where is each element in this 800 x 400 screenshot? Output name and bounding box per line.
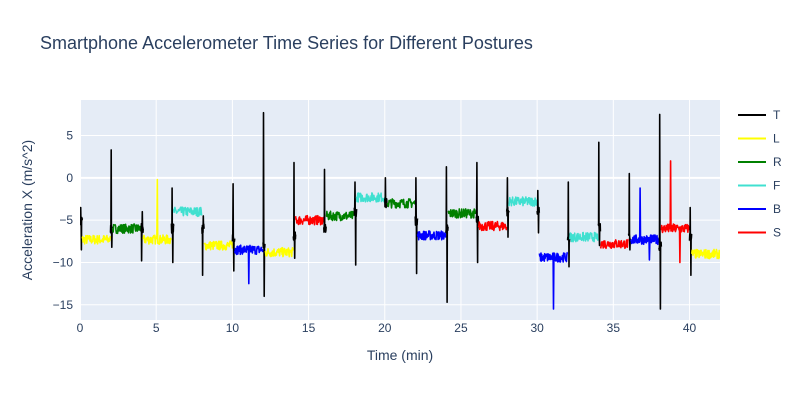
series-line-T [201,215,205,277]
x-tick-label: 10 [226,321,240,335]
legend-label: L [773,132,780,146]
series-line-T [597,141,602,247]
series-line-S [599,238,630,250]
x-tick-label: 40 [683,321,697,335]
series-line-L [691,248,720,260]
series-line-T [140,210,144,262]
series-line-R [325,210,356,222]
series-line-B [233,244,264,285]
series-line-L [203,240,234,251]
x-tick-label: 5 [153,321,160,335]
series-line-F [508,196,538,207]
legend-item-S[interactable]: S [738,226,781,240]
series-line-T [323,168,327,233]
series-line-T [688,206,693,277]
series-line-T [353,181,358,266]
y-tick-label: −5 [59,213,73,227]
x-tick-label: 15 [302,321,316,335]
series-line-S [660,160,691,264]
series-line-T [80,206,84,251]
y-tick-label: 0 [66,171,73,185]
series-line-T [475,161,480,264]
series-line-T [566,181,571,268]
series-line-T [170,187,175,264]
series-line-T [658,113,663,310]
series-line-R [112,223,142,235]
legend-item-L[interactable]: L [738,132,780,146]
series-line-F [569,231,599,243]
y-tick-label: −10 [53,255,74,269]
x-axis-ticks: 0 5 10 15 20 25 30 35 40 [77,321,697,335]
series-line-T [505,177,510,238]
x-tick-label: 35 [607,321,621,335]
legend-label: T [773,108,781,122]
series-line-T [292,161,297,260]
x-tick-label: 20 [378,321,392,335]
legend-label: S [773,226,781,240]
series-line-F [172,206,203,218]
y-tick-label: 5 [66,129,73,143]
series-line-B [416,230,447,241]
legend-item-B[interactable]: B [738,202,781,216]
legend-label: B [773,202,781,216]
series-line-T [414,177,419,275]
series-line-T [445,166,449,304]
series-line-T [262,111,266,298]
legend-item-T[interactable]: T [738,108,781,122]
y-axis-title: Acceleration X (m/s^2) [19,140,35,280]
x-axis-title: Time (min) [367,347,433,363]
plot-area [80,111,720,310]
series-line-B [538,251,569,310]
legend-label: R [773,155,782,169]
x-tick-label: 0 [77,321,84,335]
series-line-L [142,178,173,245]
series-line-R [447,208,477,219]
series-line-R [386,198,416,209]
legend-label: F [773,179,780,193]
series-line-F [355,192,386,203]
series-line-T [231,183,236,272]
legend-item-F[interactable]: F [738,179,780,193]
series-line-L [264,246,295,258]
chart-title: Smartphone Accelerometer Time Series for… [40,33,533,53]
series-line-T [627,172,632,251]
y-axis-ticks: 5 0 −5 −10 −15 [53,129,74,312]
x-tick-label: 25 [454,321,468,335]
legend-item-R[interactable]: R [738,155,782,169]
series-line-T [536,189,541,234]
series-line-S [477,220,508,232]
series-line-S [294,214,325,226]
series-line-T [384,177,388,209]
series-line-L [81,234,112,245]
series-line-B [630,187,660,261]
y-tick-label: −15 [53,298,74,312]
x-tick-label: 30 [530,321,544,335]
